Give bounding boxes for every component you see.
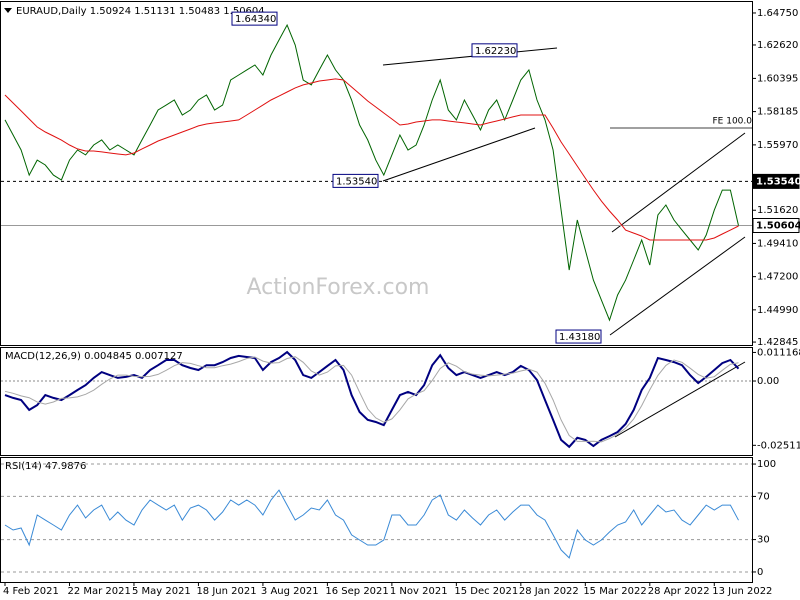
macd-trend-line (614, 361, 746, 438)
annotation-box (231, 11, 278, 26)
x-tick-label: 13 Jun 2022 (712, 586, 772, 597)
watermark: ActionForex.com (247, 275, 430, 300)
x-tick-label: 22 Mar 2021 (67, 586, 130, 597)
y-tick-label: 0.011168 (757, 347, 800, 358)
annotation-label: 1.62230 (475, 46, 516, 57)
annotation-label: 1.43180 (559, 332, 600, 343)
x-tick-label: 3 Aug 2021 (261, 586, 319, 597)
x-tick-label: 28 Apr 2022 (648, 586, 710, 597)
y-tick-label: 30 (757, 535, 770, 546)
y-tick-label: 0.00 (757, 376, 779, 387)
x-tick-label: 18 Jun 2021 (196, 586, 256, 597)
macd-title: MACD(12,26,9) 0.004845 0.007127 (5, 351, 183, 362)
annotation-label: 1.64340 (235, 14, 276, 25)
series-line (4, 489, 739, 559)
x-tick-label: 28 Jan 2022 (519, 586, 579, 597)
series-line (4, 23, 739, 322)
y-tick-label: -0.025117 (757, 440, 800, 451)
series-line (4, 78, 739, 241)
series-line (4, 356, 739, 443)
annotation-box (332, 173, 379, 188)
annotation-box (555, 329, 602, 344)
price-label-box (752, 217, 800, 233)
x-tick-label: 15 Mar 2022 (583, 586, 646, 597)
series-line (4, 350, 740, 449)
y-tick-label: 70 (757, 491, 770, 502)
y-tick-label: 1.62620 (757, 40, 798, 51)
trend-line (382, 47, 558, 66)
price-label: 1.50604 (756, 220, 800, 231)
y-tick-label: 0 (757, 567, 763, 578)
x-tick-label: 5 May 2021 (132, 586, 191, 597)
x-tick-label: 1 Nov 2021 (390, 586, 448, 597)
price-title: EURAUD,Daily 1.50924 1.51131 1.50483 1.5… (16, 6, 265, 17)
fe-label: FE 100.0 (713, 117, 753, 127)
x-tick-label: 4 Feb 2021 (3, 586, 59, 597)
y-tick-label: 1.47200 (757, 272, 798, 283)
rsi-panel-frame (0, 457, 753, 583)
rsi-title: RSI(14) 47.9876 (5, 461, 86, 472)
y-tick-label: 1.64750 (757, 8, 798, 19)
x-tick-label: 16 Sep 2021 (325, 586, 388, 597)
y-tick-label: 100 (757, 459, 776, 470)
y-tick-label: 1.60395 (757, 73, 798, 84)
trend-line (382, 127, 536, 182)
x-tick-label: 15 Dec 2021 (454, 586, 518, 597)
y-tick-label: 1.44990 (757, 305, 798, 316)
y-tick-label: 1.49410 (757, 238, 798, 249)
channel-line (611, 132, 746, 233)
y-tick-label: 1.42845 (757, 337, 798, 348)
annotation-label: 1.53540 (336, 176, 377, 187)
y-tick-label: 1.55970 (757, 140, 798, 151)
price-label: 1.53540 (756, 176, 800, 187)
price-panel-frame (0, 1, 753, 346)
y-tick-label: 1.51620 (757, 205, 798, 216)
menu-arrow (4, 8, 12, 13)
y-tick-label: 1.58185 (757, 107, 798, 118)
annotation-box (471, 43, 518, 58)
macd-panel-frame (0, 347, 753, 456)
price-label-box (752, 173, 800, 189)
channel-line (609, 236, 746, 336)
